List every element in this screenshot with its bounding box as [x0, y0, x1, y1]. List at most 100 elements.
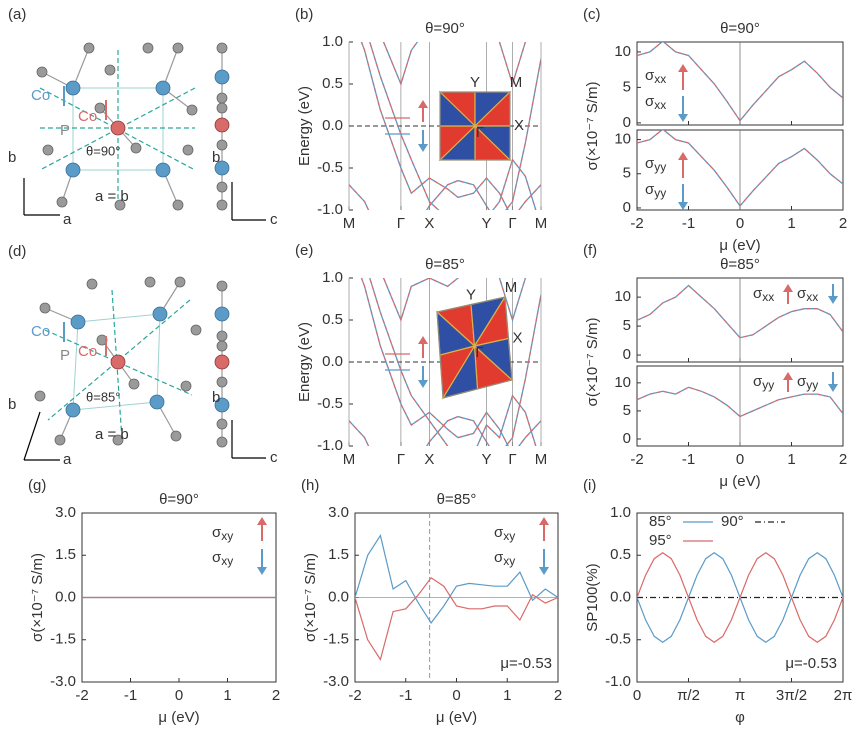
- legend-label: 95°: [649, 532, 672, 549]
- x-tick-label: Γ: [397, 215, 405, 232]
- spin-arrow-head: [678, 152, 688, 160]
- p-atom: [86, 278, 98, 290]
- p-atom: [130, 142, 142, 154]
- p-atom: [182, 144, 194, 156]
- data-line: [360, 42, 541, 210]
- x-tick-label: M: [343, 215, 356, 232]
- p-atom: [180, 380, 192, 392]
- y-tick-label: 3.0: [55, 504, 76, 521]
- spin-arrow-head: [783, 372, 793, 380]
- spin-arrow-head: [257, 517, 267, 525]
- axis-arrows: [23, 178, 60, 216]
- data-line: [637, 386, 843, 418]
- legend-subscript: xx: [654, 72, 666, 86]
- p-atom: [174, 276, 186, 288]
- spin-arrow-head: [783, 284, 793, 292]
- co-atom: [214, 354, 230, 370]
- co-atom: [214, 397, 230, 413]
- axis-arrows: [23, 411, 60, 461]
- y-axis-label: σ(×10⁻⁷ S/m): [29, 553, 46, 642]
- p-atom: [216, 330, 228, 342]
- x-tick-label: -1: [399, 687, 412, 704]
- bz-label: Γ: [476, 124, 484, 141]
- x-tick-label: π/2: [677, 687, 700, 704]
- axis-label: a: [63, 451, 72, 468]
- panel-title: θ=85°: [720, 256, 760, 273]
- dashed-line: [39, 87, 196, 171]
- y-tick-label: 0.0: [610, 588, 631, 605]
- x-tick-label: Γ: [508, 451, 516, 468]
- panel-label: (d): [8, 243, 26, 260]
- axis-label: b: [8, 396, 16, 413]
- y-tick-label: 0: [623, 430, 631, 447]
- panel-title: θ=85°: [437, 491, 477, 508]
- y-tick-label: -1.5: [323, 631, 349, 648]
- p-atom: [104, 64, 116, 76]
- y-tick-label: -3.0: [323, 673, 349, 690]
- co-label: Co: [31, 87, 50, 104]
- x-tick-label: -2: [75, 687, 88, 704]
- p-atom: [42, 144, 54, 156]
- x-tick-label: 0: [452, 687, 460, 704]
- y-tick-label: -0.5: [317, 159, 343, 176]
- co-label: Co: [31, 323, 50, 340]
- axis-arrows: [231, 182, 266, 221]
- co-atom: [214, 306, 230, 322]
- y-tick-label: 10: [614, 43, 631, 60]
- co-atom: [214, 160, 230, 176]
- x-tick-label: π: [735, 687, 745, 704]
- data-line: [505, 58, 541, 210]
- axis-label: b: [212, 149, 220, 166]
- legend-label: σxy: [212, 524, 233, 543]
- bz-outline: [439, 91, 511, 161]
- axis-label: b: [212, 389, 220, 406]
- y-tick-label: 5: [623, 317, 631, 334]
- x-tick-label: Γ: [508, 215, 516, 232]
- co-label: Co: [78, 108, 97, 125]
- angle-label: θ=85°: [86, 389, 120, 404]
- x-axis-label: μ (eV): [719, 473, 760, 490]
- x-tick-label: -2: [348, 687, 361, 704]
- spin-arrow-head: [828, 384, 838, 392]
- legend-subscript: yy: [654, 160, 666, 174]
- spin-arrow-head: [678, 202, 688, 210]
- y-tick-label: 0.0: [322, 117, 343, 134]
- data-line: [637, 42, 843, 122]
- y-tick-label: -0.5: [317, 395, 343, 412]
- y-tick-label: 0.5: [610, 546, 631, 563]
- co-atom: [65, 162, 81, 178]
- legend-symbol: σ: [645, 155, 655, 172]
- axis-arrows: [231, 420, 266, 459]
- y-tick-label: 1.5: [328, 546, 349, 563]
- p-atom: [56, 196, 68, 208]
- y-tick-label: -1.0: [317, 201, 343, 218]
- legend-label: 85°: [649, 513, 672, 530]
- panel-title: θ=90°: [720, 20, 760, 37]
- y-tick-label: 0: [623, 346, 631, 363]
- bz-label: Y: [466, 286, 476, 303]
- legend-subscript: yy: [806, 378, 818, 392]
- legend-label: σxx: [645, 67, 666, 86]
- y-tick-label: 10: [614, 374, 631, 391]
- p-atom: [172, 199, 184, 211]
- p-atom: [216, 280, 228, 292]
- relation-label: a = b: [95, 426, 129, 443]
- p-label: P: [60, 122, 70, 139]
- x-tick-label: 1: [223, 687, 231, 704]
- legend-label: σyy: [797, 373, 818, 392]
- co-atom: [110, 354, 126, 370]
- x-tick-label: 2: [839, 451, 847, 468]
- legend-label: σxx: [645, 93, 666, 112]
- y-axis-label: σ(×10⁻⁷ S/m): [302, 553, 319, 642]
- y-axis-label: σ(×10⁻⁷ S/m): [584, 318, 601, 407]
- x-tick-label: M: [535, 215, 548, 232]
- x-tick-label: X: [424, 451, 434, 468]
- bz-label: M: [510, 74, 523, 91]
- data-line: [355, 576, 558, 661]
- legend-symbol: σ: [645, 67, 655, 84]
- x-tick-label: 3π/2: [776, 687, 807, 704]
- p-atom: [216, 199, 228, 211]
- y-tick-label: 0.0: [55, 588, 76, 605]
- y-tick-label: 5: [623, 402, 631, 419]
- legend-symbol: σ: [797, 373, 807, 390]
